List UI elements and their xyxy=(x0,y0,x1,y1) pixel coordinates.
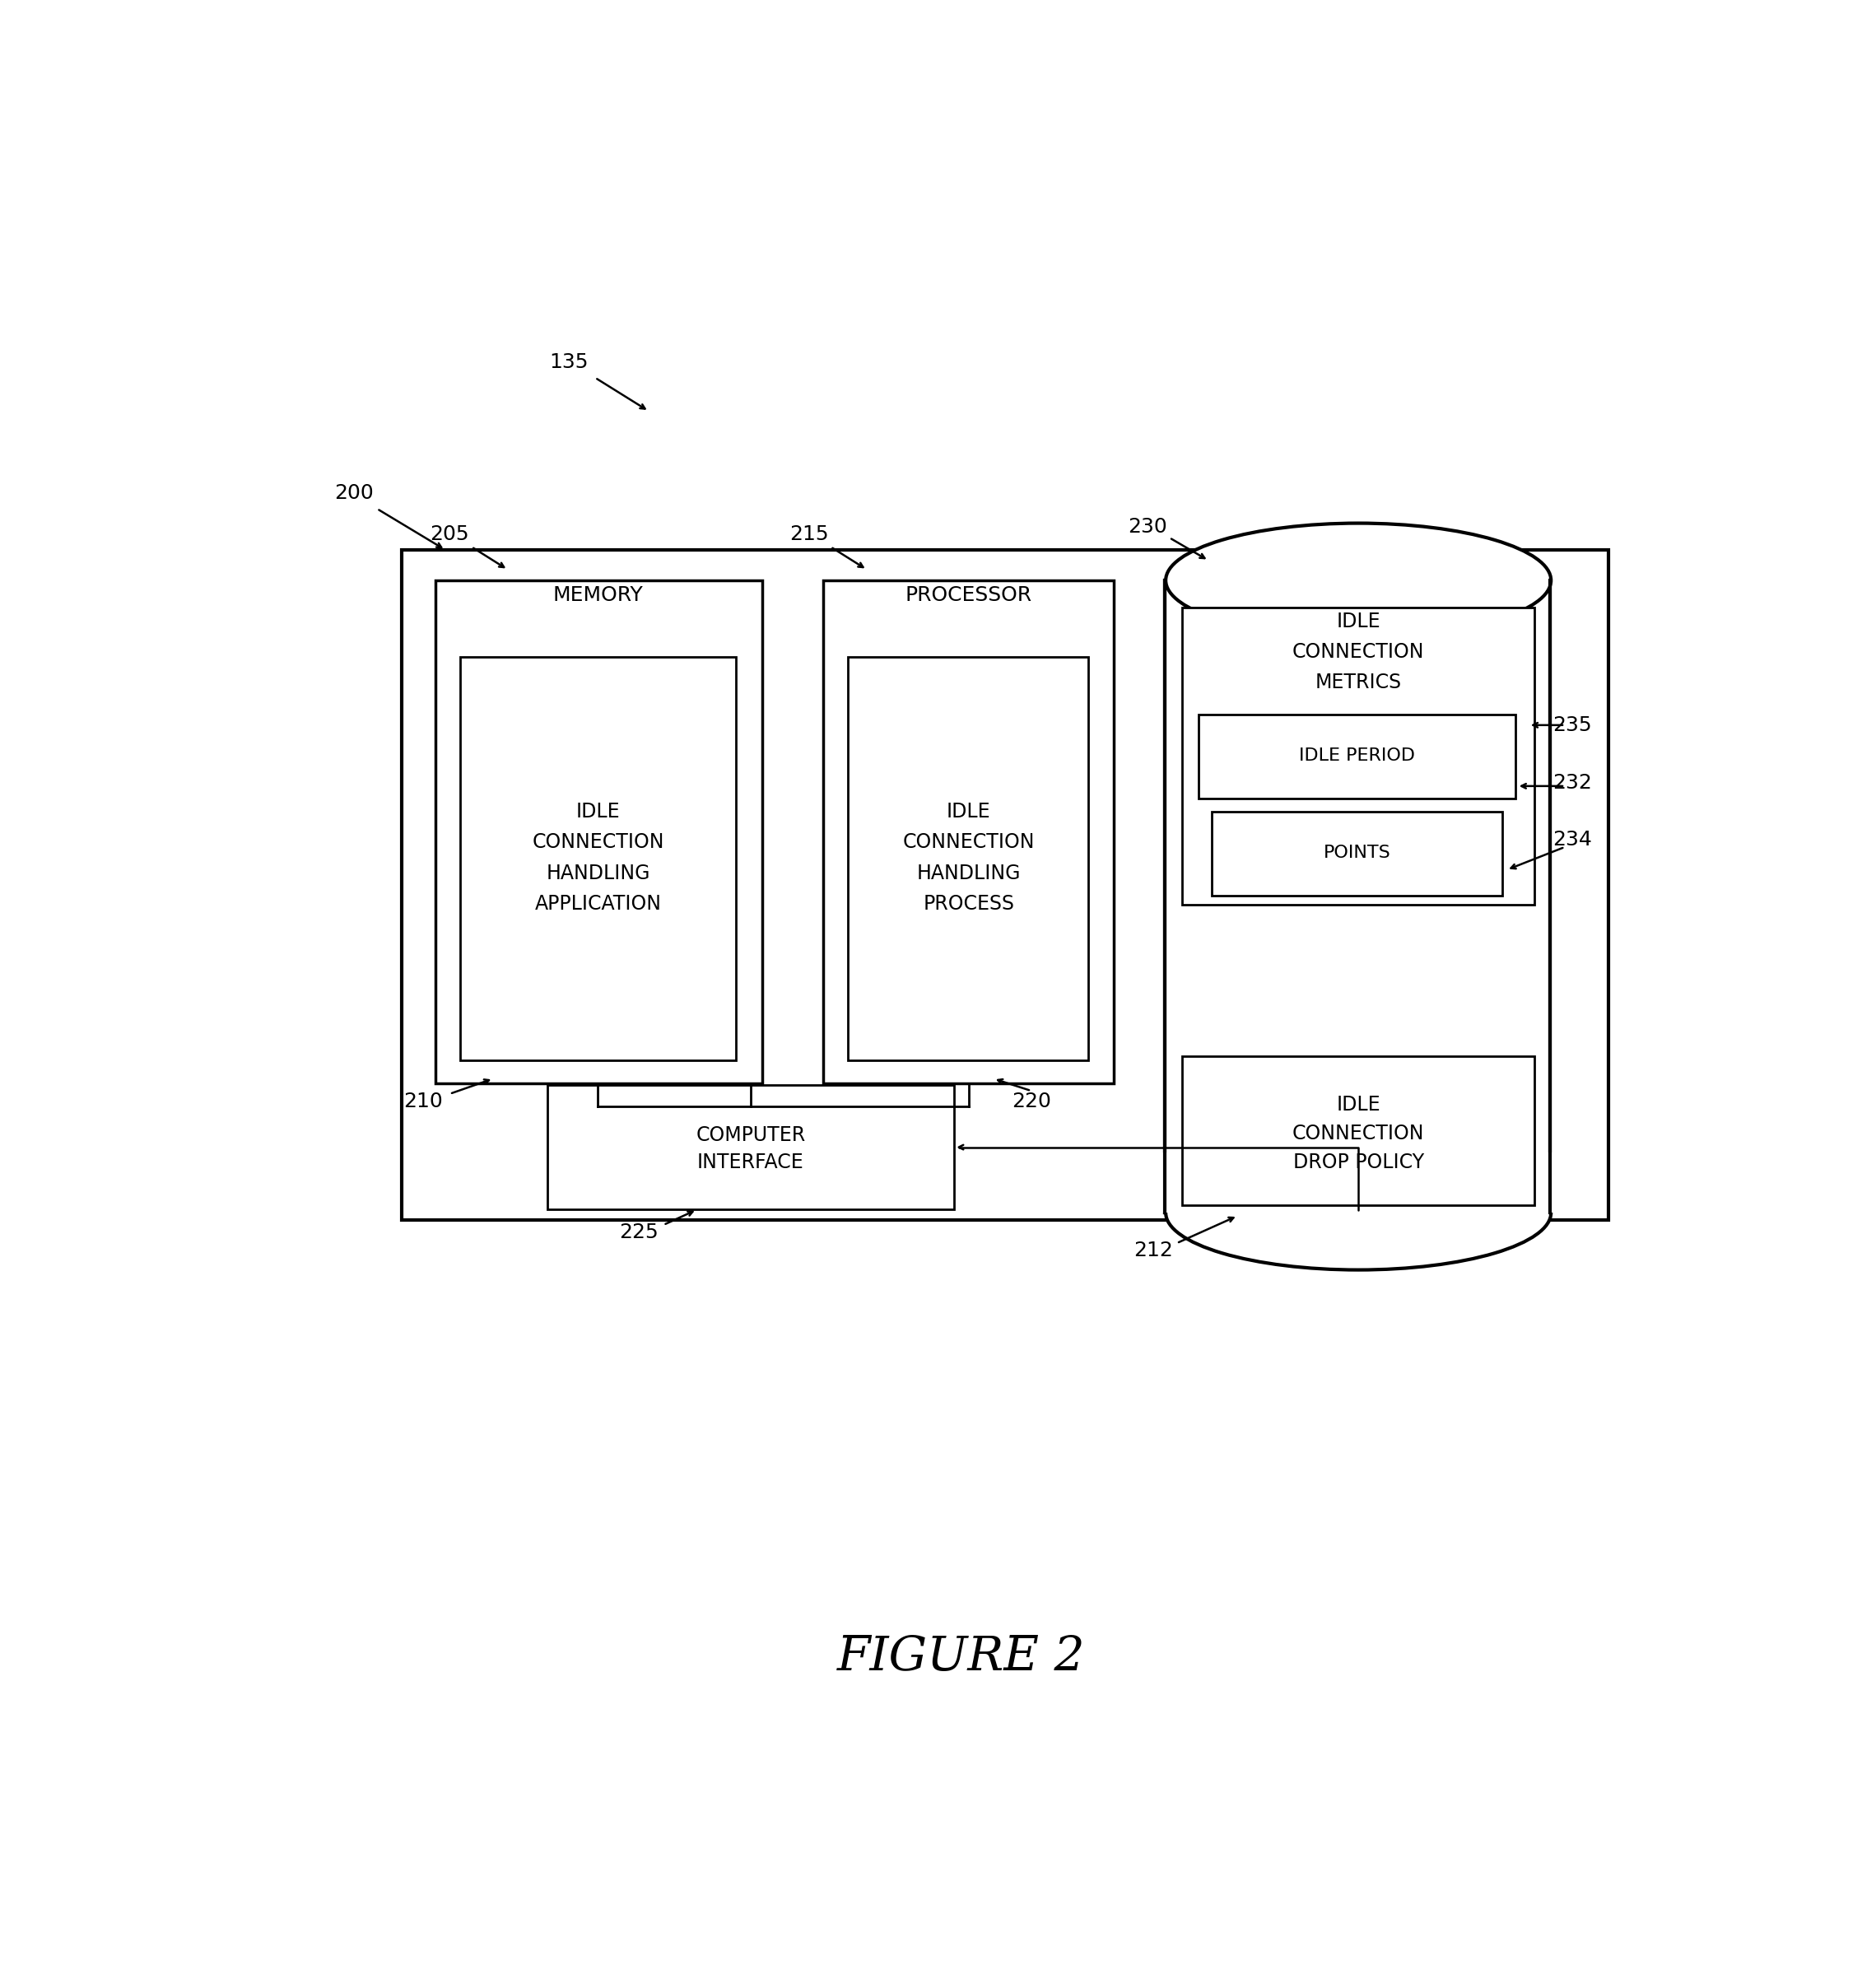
Text: 212: 212 xyxy=(1133,1241,1172,1261)
Text: 230: 230 xyxy=(1127,517,1167,536)
Ellipse shape xyxy=(1165,1156,1551,1271)
Text: POINTS: POINTS xyxy=(1323,845,1390,861)
Bar xyxy=(548,1084,955,1209)
Text: 232: 232 xyxy=(1551,774,1593,794)
Text: IDLE
CONNECTION
HANDLING
PROCESS: IDLE CONNECTION HANDLING PROCESS xyxy=(902,801,1036,914)
Text: 205: 205 xyxy=(430,524,469,544)
Bar xyxy=(1199,714,1516,798)
Text: 135: 135 xyxy=(550,352,589,372)
Text: IDLE
CONNECTION
HANDLING
APPLICATION: IDLE CONNECTION HANDLING APPLICATION xyxy=(533,801,664,914)
Text: 235: 235 xyxy=(1553,714,1591,734)
Bar xyxy=(1182,608,1535,904)
Text: PROCESSOR: PROCESSOR xyxy=(906,586,1032,606)
Bar xyxy=(848,657,1088,1061)
Bar xyxy=(401,550,1608,1221)
Text: IDLE
CONNECTION
DROP POLICY: IDLE CONNECTION DROP POLICY xyxy=(1293,1094,1424,1172)
Text: IDLE PERIOD: IDLE PERIOD xyxy=(1298,748,1415,764)
Bar xyxy=(824,580,1114,1083)
Text: FIGURE 2: FIGURE 2 xyxy=(837,1635,1086,1680)
Bar xyxy=(460,657,735,1061)
Text: COMPUTER
INTERFACE: COMPUTER INTERFACE xyxy=(696,1126,805,1172)
Text: MEMORY: MEMORY xyxy=(553,586,643,606)
Text: 200: 200 xyxy=(334,483,373,503)
Bar xyxy=(1165,580,1550,1213)
Bar xyxy=(1182,1055,1535,1205)
Text: 210: 210 xyxy=(403,1092,443,1112)
Bar xyxy=(1157,1152,1557,1213)
Text: IDLE
CONNECTION
METRICS: IDLE CONNECTION METRICS xyxy=(1293,612,1424,693)
Ellipse shape xyxy=(1165,522,1551,637)
Text: 225: 225 xyxy=(619,1223,658,1243)
Bar xyxy=(1212,811,1503,896)
Text: 220: 220 xyxy=(1011,1092,1051,1112)
Bar xyxy=(435,580,762,1083)
Text: 215: 215 xyxy=(790,524,829,544)
Text: 234: 234 xyxy=(1551,829,1593,849)
